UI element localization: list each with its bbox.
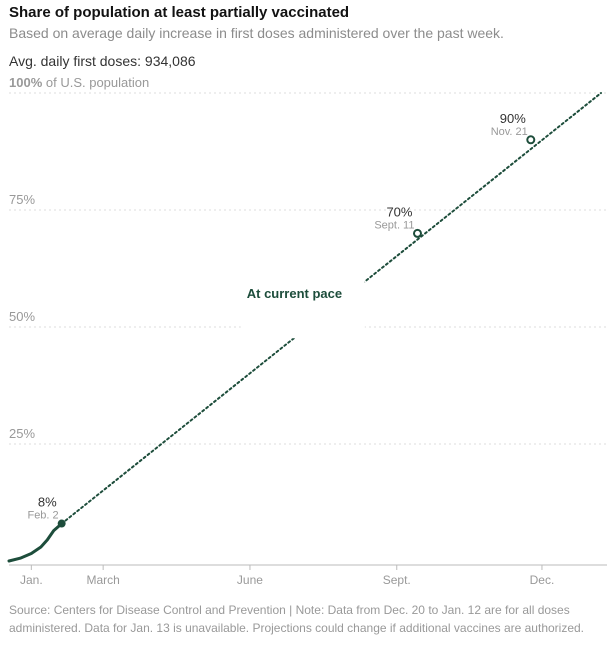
x-tick-label-March: March <box>86 573 119 587</box>
point-marker-90 <box>526 135 536 145</box>
y-tick-label-100: 100% of U.S. population <box>9 75 149 90</box>
chart-subtitle: Based on average daily increase in first… <box>9 25 504 41</box>
y-tick-label-25: 25% <box>9 426 35 441</box>
point-label-pct-70: 70% <box>386 204 412 219</box>
annotations: 8%Feb. 2 70%Sept. 11 90%Nov. 21 <box>27 111 536 528</box>
x-axis: Jan. March June Sept. Dec. <box>9 564 607 587</box>
x-tick-label-June: June <box>237 573 263 587</box>
x-tick-label-Sept.: Sept. <box>383 573 411 587</box>
series-label-current-pace: At current pace <box>247 286 342 301</box>
y-tick-suffix: of U.S. population <box>42 75 149 90</box>
avg-daily-doses: Avg. daily first doses: 934,086 <box>9 53 196 69</box>
gridlines: 25% 50% 75% 100% of U.S. population <box>9 75 607 445</box>
avg-daily-doses-value: 934,086 <box>144 53 196 69</box>
y-tick-value: 100% <box>9 75 43 90</box>
point-label-pct-8: 8% <box>38 495 57 510</box>
vaccination-chart: 25% 50% 75% 100% of U.S. population Jan. Mar… <box>7 75 607 587</box>
y-tick-label-75: 75% <box>9 192 35 207</box>
chart-title: Share of population at least partially v… <box>9 4 350 21</box>
point-marker-8 <box>57 519 66 528</box>
point-marker-70 <box>412 228 422 238</box>
source-note: Source: Centers for Disease Control and … <box>9 603 585 635</box>
point-label-date-90: Nov. 21 <box>491 126 528 138</box>
y-tick-label-50: 50% <box>9 309 35 324</box>
point-label-date-8: Feb. 2 <box>27 510 58 522</box>
x-tick-label-Dec.: Dec. <box>530 573 555 587</box>
series-label-gap <box>240 260 365 339</box>
avg-daily-doses-label: Avg. daily first doses: <box>9 53 142 69</box>
x-tick-label-Jan.: Jan. <box>20 573 43 587</box>
series-line-actual <box>7 522 64 563</box>
series-lines: At current pace <box>7 92 602 563</box>
point-label-date-70: Sept. 11 <box>374 219 414 231</box>
point-label-pct-90: 90% <box>500 111 526 126</box>
